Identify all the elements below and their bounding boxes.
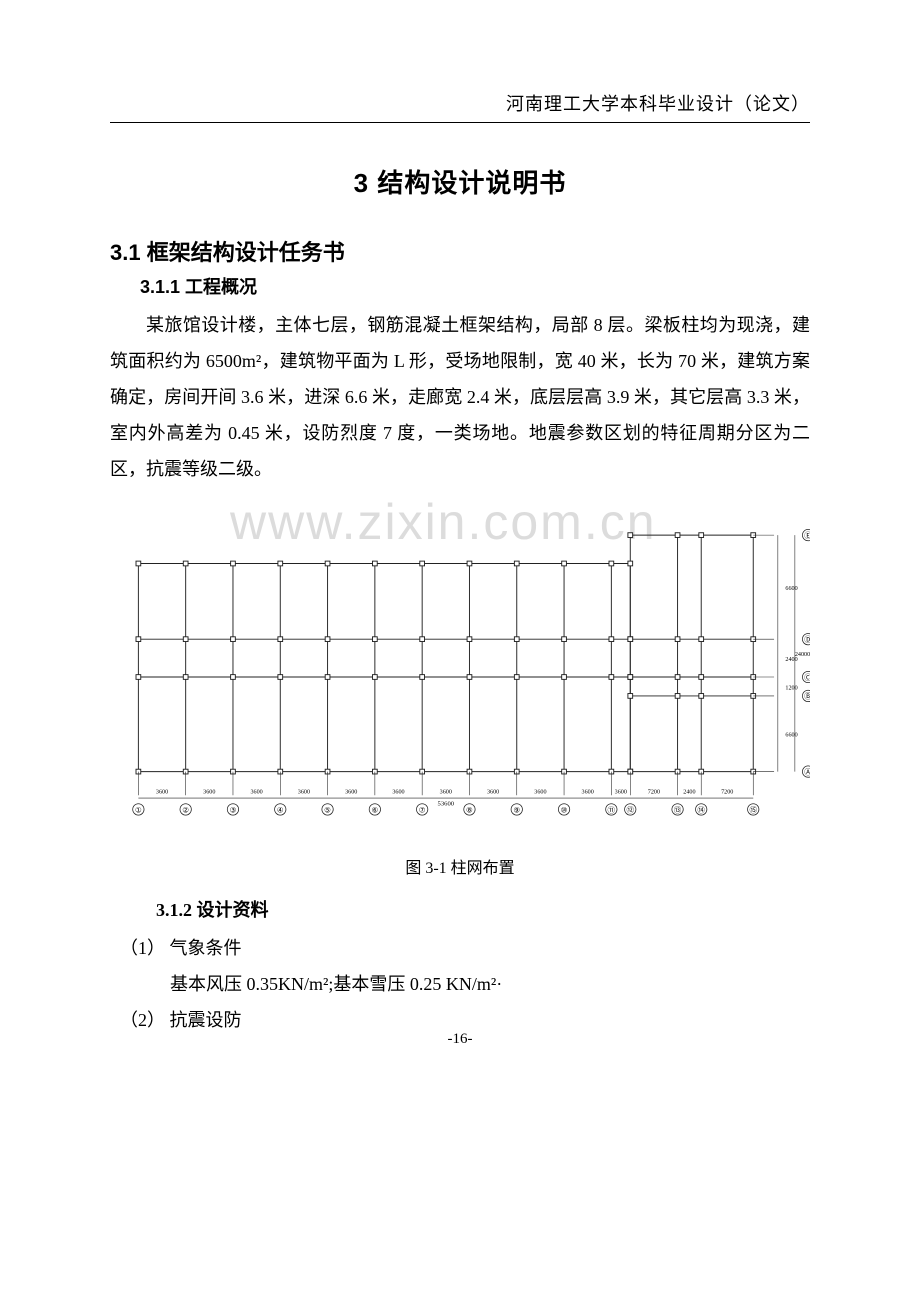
svg-text:3600: 3600 — [615, 789, 627, 795]
page-header: 河南理工大学本科毕业设计（论文） — [110, 90, 810, 123]
paragraph-3-1-1: 某旅馆设计楼，主体七层，钢筋混凝土框架结构，局部 8 层。梁板柱均为现浇，建筑面… — [110, 307, 810, 487]
svg-text:⑨: ⑨ — [513, 805, 520, 814]
svg-text:3600: 3600 — [345, 789, 357, 795]
svg-text:Ⓔ: Ⓔ — [804, 531, 810, 540]
column-grid-diagram: ① ② ③ ④ ⑤ ⑥ ⑦ ⑧ ⑨ ⑩ ⑪ ⑫ ⑬ ⑭ ⑮ 3600 3600 3600 3600 3600 3600 3… — [110, 517, 810, 837]
svg-text:3600: 3600 — [156, 789, 168, 795]
svg-text:⑧: ⑧ — [466, 805, 473, 814]
svg-text:①: ① — [135, 805, 142, 814]
subsection-3-1-2-title: 3.1.2 设计资料 — [156, 896, 810, 922]
subsection-3-1-1-title: 3.1.1 工程概况 — [140, 273, 810, 299]
svg-text:7200: 7200 — [721, 789, 733, 795]
svg-text:53600: 53600 — [438, 801, 455, 808]
svg-text:3600: 3600 — [250, 789, 262, 795]
svg-text:3600: 3600 — [487, 789, 499, 795]
svg-text:3600: 3600 — [582, 789, 594, 795]
svg-text:⑬: ⑬ — [674, 805, 682, 814]
svg-text:④: ④ — [277, 805, 284, 814]
section-3-1-title: 3.1 框架结构设计任务书 — [110, 235, 810, 267]
svg-text:⑩: ⑩ — [561, 805, 568, 814]
svg-text:1200: 1200 — [785, 685, 797, 691]
svg-text:Ⓑ: Ⓑ — [804, 692, 810, 701]
svg-text:24000: 24000 — [795, 652, 810, 658]
svg-text:3600: 3600 — [298, 789, 310, 795]
svg-text:3600: 3600 — [392, 789, 404, 795]
svg-text:Ⓓ: Ⓓ — [804, 635, 810, 644]
svg-text:③: ③ — [230, 805, 237, 814]
svg-text:②: ② — [182, 805, 189, 814]
svg-text:3600: 3600 — [203, 789, 215, 795]
svg-text:7200: 7200 — [648, 789, 660, 795]
svg-text:Ⓐ: Ⓐ — [804, 767, 810, 776]
svg-text:⑦: ⑦ — [419, 805, 426, 814]
svg-text:⑮: ⑮ — [749, 805, 757, 814]
svg-text:⑫: ⑫ — [626, 805, 634, 814]
svg-text:3600: 3600 — [534, 789, 546, 795]
svg-text:⑤: ⑤ — [324, 805, 331, 814]
list-item-1: （1） 气象条件 — [120, 930, 810, 966]
page: 河南理工大学本科毕业设计（论文） 3 结构设计说明书 3.1 框架结构设计任务书… — [0, 0, 920, 1098]
figure-caption: 图 3-1 柱网布置 — [110, 854, 810, 878]
svg-text:2400: 2400 — [683, 789, 695, 795]
page-number: -16- — [0, 1031, 920, 1048]
figure-3-1: www.zixin.com.cn ①②③④⑤⑥⑦⑧⑨⑩⑪⑫⑬⑭⑮36003600… — [110, 517, 810, 842]
svg-text:3600: 3600 — [440, 789, 452, 795]
chapter-title: 3 结构设计说明书 — [110, 163, 810, 200]
list-item-1-sub: 基本风压 0.35KN/m²;基本雪压 0.25 KN/m²· — [170, 966, 810, 1002]
svg-text:⑥: ⑥ — [371, 805, 378, 814]
svg-text:⑪: ⑪ — [608, 805, 616, 814]
svg-text:6600: 6600 — [785, 586, 797, 592]
svg-text:⑭: ⑭ — [697, 805, 705, 814]
svg-text:Ⓒ: Ⓒ — [804, 673, 810, 682]
svg-text:6600: 6600 — [785, 733, 797, 739]
